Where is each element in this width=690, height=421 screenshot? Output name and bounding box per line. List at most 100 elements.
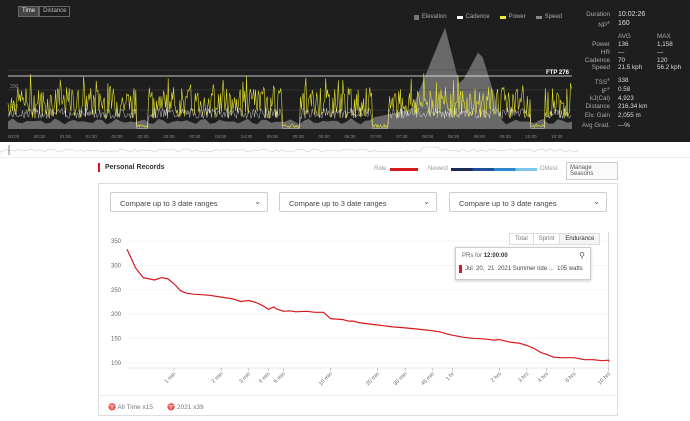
ftp-label: FTP 276 (546, 70, 570, 76)
legend-power[interactable]: Power (499, 14, 526, 20)
legend-ride-label: Ride (374, 166, 387, 172)
records-header: Personal Records Ride Newest Oldest Mana… (98, 158, 618, 180)
trophy-icon: ♈ (167, 404, 176, 411)
stat-if: IF® 0.58 (601, 86, 631, 96)
date-gradient-swatch (451, 168, 537, 171)
ride-stats: Duration 10:02:26 NP® 160 AVG MAX Power 1… (580, 8, 690, 142)
square-icon (413, 14, 419, 20)
record-type-tabs: Total Sprint Endurance (509, 233, 601, 245)
line-icon (535, 15, 542, 19)
time-tick-label: 03:00 (163, 134, 175, 139)
records-footer: ♈ All Time x15 ♈ 2021 x39 (99, 395, 617, 416)
time-tick-label: 09:00 (474, 134, 486, 139)
tab-endurance[interactable]: Endurance (559, 233, 601, 245)
legend-newest-label: Newest (428, 166, 449, 172)
all-time-badge[interactable]: ♈ All Time x15 (108, 404, 153, 411)
time-tick-label: 08:00 (422, 134, 434, 139)
x-tick-label: 10 hrs (597, 371, 612, 386)
activity-panel: 200 100 FTP 276 00:00 00:30 01:00 01:30 02:00 02… (0, 0, 690, 142)
power-axis-label: 100 (10, 104, 19, 110)
pin-icon[interactable]: ⚲ (579, 251, 585, 260)
chevron-down-icon: ⌄ (593, 197, 600, 206)
x-tick-label: 45 min (420, 371, 436, 387)
chevron-down-icon: ⌄ (423, 197, 430, 206)
stat-power: Power 136 1,158 (592, 41, 673, 48)
date-range-select-2[interactable]: Compare up to 3 date ranges ⌄ (279, 192, 437, 212)
time-tick-label: 07:00 (370, 134, 382, 139)
stat-duration: Duration 10:02:26 (586, 11, 646, 18)
x-tick-label: 6 hrs (565, 371, 578, 384)
time-tick-label: 09:30 (500, 134, 512, 139)
time-tick-label: 07:30 (396, 134, 408, 139)
scrubber-line (0, 146, 580, 154)
stat-elevation-gain: Elv. Gain 2,055 m (584, 112, 641, 119)
toggle-time-button[interactable]: Time (18, 6, 40, 17)
time-tick-label: 06:30 (344, 134, 356, 139)
stat-kj: kJ(Cal) 4,923 (590, 95, 634, 102)
x-tick-label: 20 min (365, 371, 381, 387)
stat-tss: TSS® 338 (594, 77, 629, 87)
time-tick-label: 08:30 (448, 134, 460, 139)
time-tick-label: 02:30 (137, 134, 149, 139)
y-tick-label: 300 (111, 263, 122, 269)
time-tick-label: 05:30 (293, 134, 305, 139)
power-axis-label: 200 (10, 84, 19, 90)
activity-chart[interactable]: 200 100 FTP 276 00:00 00:30 01:00 01:30 02:00 02… (0, 0, 580, 142)
line-icon (499, 15, 506, 19)
ride-color-marker (459, 265, 462, 273)
legend-elevation[interactable]: Elevation (413, 14, 447, 20)
x-tick-label: 3 min (238, 371, 252, 385)
manage-seasons-button[interactable]: Manage Seasons (566, 162, 618, 180)
x-tick-label: 1 hr (445, 371, 456, 382)
records-panel: Compare up to 3 date ranges ⌄ Compare up … (98, 183, 618, 416)
y-tick-label: 100 (111, 361, 122, 367)
x-tick-label: 10 min (318, 371, 334, 387)
power-curve-chart[interactable]: 100 150 200 250 300 350 1 min 2 min 3 min 4 min 5 … (99, 184, 617, 394)
tab-sprint[interactable]: Sprint (532, 233, 561, 245)
stat-np: NP® 160 (598, 20, 630, 30)
date-range-select-1[interactable]: Compare up to 3 date ranges ⌄ (110, 192, 268, 212)
stat-speed: Speed 21.5 kph 56.2 kph (591, 64, 682, 71)
ride-line-swatch (390, 168, 418, 171)
y-tick-label: 150 (111, 337, 122, 343)
tooltip-row[interactable]: Jul 20, 21 2021 Summer ride ... 105 watt… (465, 266, 583, 272)
y-tick-label: 200 (111, 312, 122, 318)
toggle-distance-button[interactable]: Distance (39, 6, 71, 17)
timeline-scrubber[interactable] (0, 142, 690, 158)
x-tick-label: 5 min (273, 371, 287, 385)
legend-oldest-label: Oldest (540, 166, 558, 172)
stat-cadence: Cadence 70 120 (584, 57, 668, 64)
time-tick-label: 00:00 (8, 134, 20, 139)
time-tick-label: 04:30 (241, 134, 253, 139)
y-tick-label: 350 (111, 239, 122, 245)
time-tick-label: 10:00 (525, 134, 537, 139)
date-range-select-3[interactable]: Compare up to 3 date ranges ⌄ (449, 192, 607, 212)
pr-tooltip: PRs for 12:00:00 ⚲ Jul 20, 21 2021 Summe… (455, 247, 591, 280)
stat-distance: Distance 216.34 km (585, 103, 648, 110)
cadence-trace (7, 107, 572, 129)
power-curve-line (126, 248, 610, 362)
line-icon (456, 15, 463, 19)
time-tick-label: 05:00 (267, 134, 279, 139)
time-tick-label: 03:30 (189, 134, 201, 139)
x-tick-label: 3 hrs (517, 371, 530, 384)
time-tick-label: 02:00 (111, 134, 123, 139)
time-tick-label: 01:30 (86, 134, 98, 139)
tab-total[interactable]: Total (509, 233, 534, 245)
legend-cadence[interactable]: Cadence (456, 14, 490, 20)
legend-speed[interactable]: Speed (535, 14, 562, 20)
time-tick-label: 01:00 (60, 134, 72, 139)
x-tick-label: 30 min (393, 371, 409, 387)
trophy-icon: ♈ (108, 404, 117, 411)
stat-headers: AVG MAX (618, 33, 671, 40)
year-badge[interactable]: ♈ 2021 x39 (167, 404, 204, 411)
section-marker (98, 163, 100, 172)
activity-legend: Elevation Cadence Power Speed (413, 14, 562, 20)
x-tick-label: 4 hrs (537, 371, 550, 384)
x-tick-label: 1 min (164, 371, 178, 385)
x-tick-label: 4 min (258, 371, 272, 385)
stat-hr: HR — — (600, 49, 664, 56)
time-tick-label: 06:00 (318, 134, 330, 139)
power-trace (7, 73, 572, 129)
y-tick-label: 250 (111, 288, 122, 294)
